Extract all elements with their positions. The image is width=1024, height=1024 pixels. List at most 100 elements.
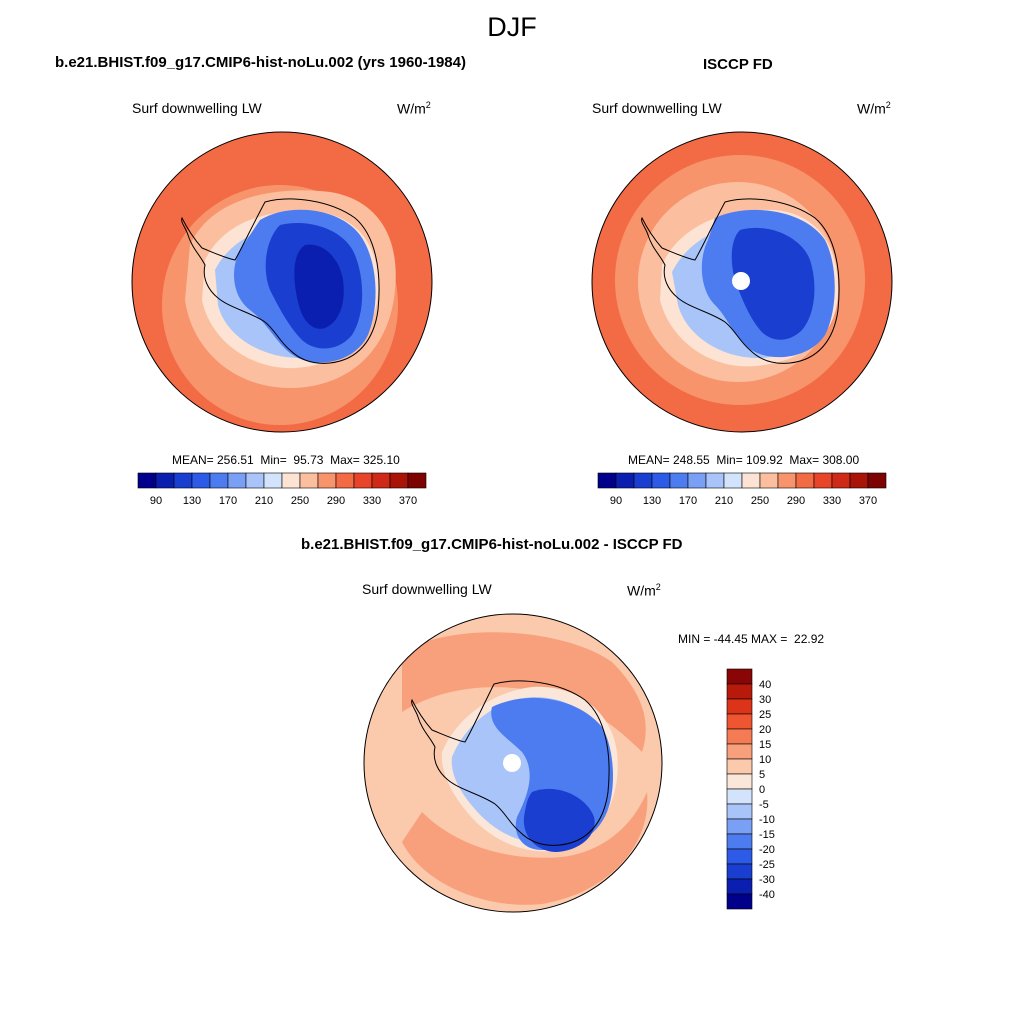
colorbar-tick-label: 0 <box>759 784 765 796</box>
map3-patch-north <box>402 632 646 752</box>
colorbar-tick-label: 250 <box>751 495 769 507</box>
colorbar-tick-label: -40 <box>759 889 775 901</box>
colorbar-difference-cells: 40 30 25 20 15 10 5 0 -5 -10 -15 -20 -25 -30 -40 <box>726 668 775 910</box>
colorbar-cell <box>726 893 753 910</box>
colorbar-cell <box>633 472 653 489</box>
colorbar-cell <box>777 472 797 489</box>
colorbar-cell <box>726 788 753 805</box>
colorbar-cell <box>651 472 671 489</box>
colorbar-cell <box>669 472 689 489</box>
map3-patch-south <box>402 792 648 905</box>
colorbar-cell <box>173 472 193 489</box>
colorbar-cell <box>726 833 753 850</box>
colorbar-cell <box>191 472 211 489</box>
panel1-title: b.e21.BHIST.f09_g17.CMIP6-hist-noLu.002 … <box>55 54 466 71</box>
panel2-variable-label: Surf downwelling LW <box>592 100 722 116</box>
colorbar-cell <box>705 472 725 489</box>
colorbar-tick-label: 20 <box>759 724 771 736</box>
map2-pole-hole <box>732 272 750 290</box>
colorbar-cell <box>723 472 743 489</box>
map1-coastline <box>181 198 380 364</box>
colorbar-cell <box>726 758 753 775</box>
map3-pole-hole <box>503 754 521 772</box>
colorbar-tick-label: 90 <box>150 495 162 507</box>
colorbar-cell <box>299 472 319 489</box>
colorbar-tick-label: 10 <box>759 754 771 766</box>
map-isccp-antarctica <box>591 131 893 433</box>
colorbar-model: 90 130 170 210 250 290 330 370 <box>137 472 427 507</box>
colorbar-tick-label: 170 <box>679 495 697 507</box>
colorbar-cell <box>726 803 753 820</box>
panel3-stats: MIN = -44.45 MAX = 22.92 <box>678 632 825 646</box>
colorbar-cell <box>281 472 301 489</box>
map1-band-120 <box>294 244 344 329</box>
colorbar-cell <box>867 472 887 489</box>
colorbar-cell <box>371 472 391 489</box>
colorbar-model-cells: 90 130 170 210 250 290 330 370 <box>137 472 427 507</box>
panel2-units-label: W/m2 <box>857 100 891 117</box>
colorbar-cell <box>687 472 707 489</box>
colorbar-cell <box>726 743 753 760</box>
map-difference-antarctica <box>363 613 663 913</box>
colorbar-cell <box>795 472 815 489</box>
colorbar-cell <box>726 683 753 700</box>
colorbar-tick-label: 290 <box>787 495 805 507</box>
colorbar-cell <box>726 668 753 685</box>
colorbar-isccp: 90 130 170 210 250 290 330 370 <box>597 472 887 507</box>
colorbar-cell <box>726 863 753 880</box>
map1-border <box>131 131 433 433</box>
colorbar-tick-label: 15 <box>759 739 771 751</box>
colorbar-cell <box>759 472 779 489</box>
map2-band-150 <box>731 227 815 340</box>
colorbar-cell <box>245 472 265 489</box>
colorbar-tick-label: 130 <box>643 495 661 507</box>
colorbar-cell <box>209 472 229 489</box>
colorbar-tick-label: 330 <box>823 495 841 507</box>
panel3-units-label: W/m2 <box>627 582 661 599</box>
colorbar-cell <box>726 698 753 715</box>
map2-border <box>591 131 893 433</box>
colorbar-cell <box>407 472 427 489</box>
colorbar-tick-label: -25 <box>759 859 775 871</box>
colorbar-tick-label: -10 <box>759 814 775 826</box>
colorbar-tick-label: 370 <box>399 495 417 507</box>
colorbar-tick-label: -30 <box>759 874 775 886</box>
colorbar-tick-label: -20 <box>759 844 775 856</box>
map2-coastline <box>641 198 840 364</box>
figure-season-title: DJF <box>487 12 537 42</box>
colorbar-cell <box>155 472 175 489</box>
colorbar-tick-label: 5 <box>759 769 765 781</box>
colorbar-cell <box>726 848 753 865</box>
colorbar-tick-label: 290 <box>327 495 345 507</box>
colorbar-tick-label: 210 <box>255 495 273 507</box>
colorbar-cell <box>726 818 753 835</box>
colorbar-cell <box>317 472 337 489</box>
panel3-title: b.e21.BHIST.f09_g17.CMIP6-hist-noLu.002 … <box>301 536 683 553</box>
colorbar-cell <box>137 472 157 489</box>
panel2-stats: MEAN= 248.55 Min= 109.92 Max= 308.00 <box>628 453 860 467</box>
colorbar-difference: 40 30 25 20 15 10 5 0 -5 -10 -15 -20 -25 -30 -40 <box>726 668 775 910</box>
colorbar-cell <box>615 472 635 489</box>
colorbar-cell <box>335 472 355 489</box>
colorbar-cell <box>741 472 761 489</box>
colorbar-tick-label: 40 <box>759 679 771 691</box>
colorbar-cell <box>813 472 833 489</box>
map3-coastline <box>411 680 610 846</box>
colorbar-tick-label: 130 <box>183 495 201 507</box>
colorbar-cell <box>353 472 373 489</box>
map-model-antarctica <box>131 131 433 433</box>
colorbar-cell <box>263 472 283 489</box>
colorbar-cell <box>726 878 753 895</box>
colorbar-cell <box>726 713 753 730</box>
colorbar-cell <box>726 773 753 790</box>
colorbar-tick-label: -15 <box>759 829 775 841</box>
colorbar-cell <box>831 472 851 489</box>
colorbar-cell <box>389 472 409 489</box>
panel1-variable-label: Surf downwelling LW <box>132 100 262 116</box>
colorbar-tick-label: 250 <box>291 495 309 507</box>
colorbar-tick-label: 330 <box>363 495 381 507</box>
colorbar-tick-label: 90 <box>610 495 622 507</box>
colorbar-tick-label: 370 <box>859 495 877 507</box>
map3-border <box>363 613 663 913</box>
colorbar-tick-label: 170 <box>219 495 237 507</box>
